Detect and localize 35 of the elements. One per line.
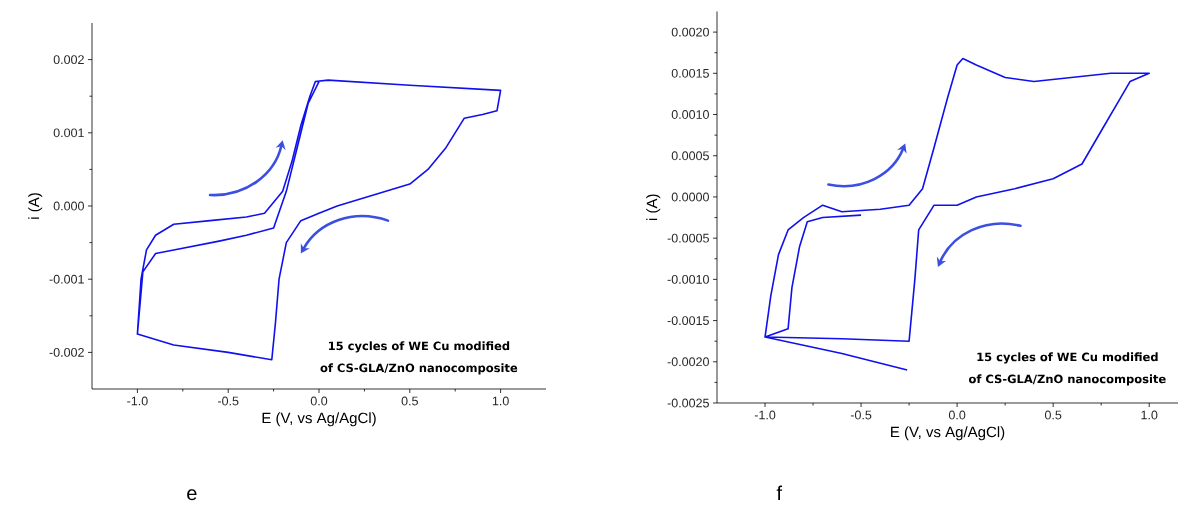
y-tick-label: 0.000 <box>53 201 84 211</box>
y-tick-label: -0.0025 <box>667 398 709 408</box>
text: e <box>187 489 197 501</box>
x-tick-label: -0.5 <box>217 396 239 406</box>
y-tick-label: 0.0015 <box>671 68 709 78</box>
y-tick-label: 0.0010 <box>671 110 709 119</box>
y-tick-label: -0.0020 <box>667 357 709 367</box>
y-tick-label: 0.002 <box>53 55 84 65</box>
text: f <box>776 485 783 500</box>
annotation: 15 cycles of WE Cu modified <box>328 341 510 353</box>
x-axis-title: E (V, vs Ag/AgCl) <box>262 412 376 427</box>
x-tick-label: 0.0 <box>948 410 966 420</box>
y-tick-label: 0.0020 <box>671 27 709 37</box>
x-tick-label: -0.5 <box>850 410 872 420</box>
annotation: of CS-GLA/ZnO nanocomposite <box>968 374 1166 386</box>
x-tick-label: 1.0 <box>492 396 509 406</box>
x-tick-label: -1.0 <box>127 396 148 406</box>
x-tick-label: 0.5 <box>1044 410 1062 420</box>
y-tick-label: 0.0005 <box>671 151 709 161</box>
x-tick-label: 1.0 <box>1141 410 1158 420</box>
annotation: of CS-GLA/ZnO nanocomposite <box>320 363 518 375</box>
y-tick-label: -0.0005 <box>667 233 709 243</box>
y-tick-label: -0.002 <box>49 347 84 357</box>
x-axis-title: E (V, vs Ag/AgCl) <box>891 426 1005 441</box>
x-tick-label: -1.0 <box>754 410 776 420</box>
x-tick-label: 0.0 <box>310 396 328 406</box>
y-tick-label: -0.0015 <box>667 316 709 326</box>
y-tick-label: -0.001 <box>49 274 84 284</box>
annotation: 15 cycles of WE Cu modified <box>977 352 1158 364</box>
y-axis-title: i (A) <box>646 194 661 220</box>
y-tick-label: 0.001 <box>53 128 84 138</box>
y-axis-title: i (A) <box>28 193 43 219</box>
y-tick-label: -0.0010 <box>667 274 709 284</box>
y-tick-label: 0.0000 <box>671 192 709 202</box>
x-tick-label: 0.5 <box>401 396 418 406</box>
